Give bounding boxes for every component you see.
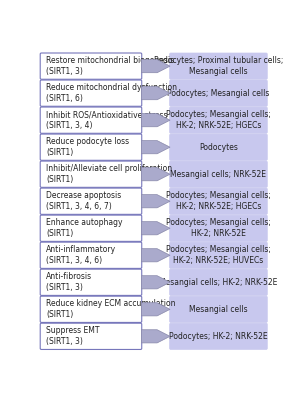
FancyBboxPatch shape	[169, 134, 267, 160]
FancyBboxPatch shape	[169, 107, 267, 133]
Polygon shape	[141, 195, 170, 208]
Polygon shape	[141, 168, 170, 181]
Text: Mesangial cells: Mesangial cells	[189, 305, 248, 314]
Text: Suppress EMT
(SIRT1, 3): Suppress EMT (SIRT1, 3)	[46, 326, 100, 346]
Text: Inhibit/Alleviate cell proliferation
(SIRT1): Inhibit/Alleviate cell proliferation (SI…	[46, 164, 172, 184]
FancyBboxPatch shape	[40, 53, 142, 79]
Text: Podocytes; Proximal tubular cells;
Mesangial cells: Podocytes; Proximal tubular cells; Mesan…	[154, 56, 283, 76]
Polygon shape	[141, 141, 170, 154]
Text: Podocytes; Mesangial cells;
HK-2; NRK-52E: Podocytes; Mesangial cells; HK-2; NRK-52…	[166, 218, 271, 238]
Text: Decrease apoptosis
(SIRT1, 3, 4, 6, 7): Decrease apoptosis (SIRT1, 3, 4, 6, 7)	[46, 191, 121, 211]
Text: Reduce mitochondrial dysfunction
(SIRT1, 6): Reduce mitochondrial dysfunction (SIRT1,…	[46, 83, 177, 103]
Text: Mesangial cells; NRK-52E: Mesangial cells; NRK-52E	[170, 170, 266, 179]
FancyBboxPatch shape	[40, 242, 142, 268]
FancyBboxPatch shape	[169, 215, 267, 241]
Text: Podocytes: Podocytes	[199, 143, 238, 152]
Polygon shape	[141, 276, 170, 289]
FancyBboxPatch shape	[169, 53, 267, 79]
FancyBboxPatch shape	[169, 296, 267, 322]
Text: Podocytes; Mesangial cells;
HK-2; NRK-52E; HGECs: Podocytes; Mesangial cells; HK-2; NRK-52…	[166, 191, 271, 211]
FancyBboxPatch shape	[40, 161, 142, 187]
Text: Restore mitochondrial biogenesis
(SIRT1, 3): Restore mitochondrial biogenesis (SIRT1,…	[46, 56, 174, 76]
FancyBboxPatch shape	[40, 215, 142, 241]
FancyBboxPatch shape	[40, 134, 142, 160]
Text: Anti-fibrosis
(SIRT1, 3): Anti-fibrosis (SIRT1, 3)	[46, 272, 92, 292]
FancyBboxPatch shape	[169, 161, 267, 187]
Polygon shape	[141, 114, 170, 127]
FancyBboxPatch shape	[169, 323, 267, 350]
Text: Podocytes; Mesangial cells;
HK-2; NRK-52E; HGECs: Podocytes; Mesangial cells; HK-2; NRK-52…	[166, 110, 271, 130]
Text: Podocytes; Mesangial cells;
HK-2; NRK-52E; HUVECs: Podocytes; Mesangial cells; HK-2; NRK-52…	[166, 245, 271, 265]
Polygon shape	[141, 330, 170, 343]
Text: Reduce kidney ECM accumulation
(SIRT1): Reduce kidney ECM accumulation (SIRT1)	[46, 299, 176, 319]
Text: Anti-inflammatory
(SIRT1, 3, 4, 6): Anti-inflammatory (SIRT1, 3, 4, 6)	[46, 245, 116, 265]
FancyBboxPatch shape	[40, 296, 142, 322]
Polygon shape	[141, 222, 170, 235]
Text: Mesangial cells; HK-2; NRK-52E: Mesangial cells; HK-2; NRK-52E	[159, 278, 278, 287]
FancyBboxPatch shape	[40, 107, 142, 133]
Polygon shape	[141, 86, 170, 100]
FancyBboxPatch shape	[40, 80, 142, 106]
Polygon shape	[141, 249, 170, 262]
Polygon shape	[141, 60, 170, 73]
Text: Podocytes; Mesangial cells: Podocytes; Mesangial cells	[167, 89, 270, 98]
FancyBboxPatch shape	[40, 269, 142, 296]
Text: Enhance autophagy
(SIRT1): Enhance autophagy (SIRT1)	[46, 218, 122, 238]
Text: Inhibit ROS/Antioxidative stress
(SIRT1, 3, 4): Inhibit ROS/Antioxidative stress (SIRT1,…	[46, 110, 167, 130]
FancyBboxPatch shape	[169, 269, 267, 296]
FancyBboxPatch shape	[40, 323, 142, 350]
FancyBboxPatch shape	[169, 242, 267, 268]
Polygon shape	[141, 303, 170, 316]
FancyBboxPatch shape	[40, 188, 142, 214]
Text: Podocytes; HK-2; NRK-52E: Podocytes; HK-2; NRK-52E	[169, 332, 268, 341]
FancyBboxPatch shape	[169, 80, 267, 106]
Text: Reduce podocyte loss
(SIRT1): Reduce podocyte loss (SIRT1)	[46, 137, 129, 157]
FancyBboxPatch shape	[169, 188, 267, 214]
